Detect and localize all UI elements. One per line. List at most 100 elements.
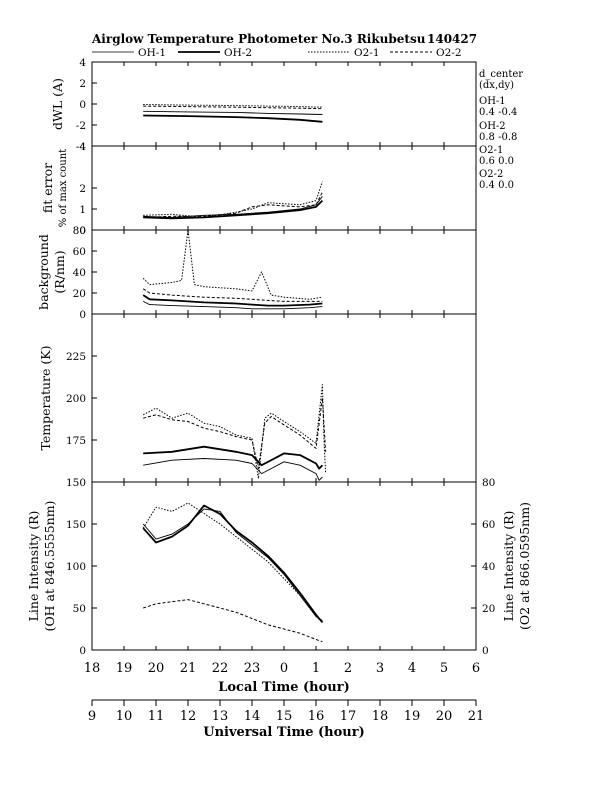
panel-temp-frame — [91, 313, 477, 483]
ylabel-int-sub: (OH at 846.5555nm) — [42, 501, 57, 632]
side-info-o21-name: O2-1 — [479, 145, 503, 156]
series-line-dwl-oh2 — [143, 114, 323, 123]
series-line-dwl-o22 — [143, 105, 323, 110]
xtick-label-local: 2 — [344, 661, 352, 676]
xtick-label-local: 0 — [280, 661, 288, 676]
legend-label-oh1: OH-1 — [138, 47, 166, 59]
ylabel-fit: fit error — [40, 163, 55, 213]
series-line-bg-o22 — [142, 288, 323, 302]
series-layer — [142, 104, 327, 643]
ytick-right-label-int: 40 — [482, 561, 495, 573]
ylabel-int-right-sub: (O2 at 866.0595nm) — [517, 502, 532, 630]
ytick-right-label-int: 60 — [482, 519, 495, 531]
ytick-right-label-int: 20 — [482, 603, 495, 615]
series-line-temp-oh1 — [143, 458, 323, 481]
ytick-label-dwl: 0 — [79, 99, 86, 111]
panel-int-frame — [91, 481, 477, 651]
series-line-dwl-o21 — [143, 104, 323, 108]
xtick-label-local: 22 — [212, 661, 229, 676]
ytick-label-temp: 225 — [66, 351, 86, 363]
xtick-label-ut: 13 — [212, 709, 229, 724]
legend: OH-1 OH-2 O2-1 O2-2 — [92, 47, 462, 59]
side-info-o22-name: O2-2 — [479, 169, 503, 180]
xtick-label-ut: 14 — [244, 709, 261, 724]
xtick-label-local: 19 — [116, 661, 133, 676]
ytick-label-temp: 150 — [66, 477, 86, 489]
ytick-label-dwl: -4 — [76, 141, 87, 153]
xtick-label-local: 18 — [84, 661, 101, 676]
xtick-label-ut: 11 — [148, 709, 165, 724]
ytick-label-bg: 60 — [73, 246, 86, 258]
side-info-oh2-name: OH-2 — [479, 121, 506, 132]
series-line-temp-oh2 — [143, 445, 324, 470]
ytick-label-bg: 40 — [73, 267, 86, 279]
ytick-label-dwl: 2 — [79, 78, 86, 90]
ylabel-int-right: Line Intensity (R) — [501, 511, 516, 622]
xtick-label-ut: 18 — [372, 709, 389, 724]
xtick-label-local: 5 — [440, 661, 448, 676]
ylabel-bg: background — [36, 234, 51, 310]
ylabel-temp: Temperature (K) — [38, 346, 53, 451]
ylabel-dwl: dWL (A) — [50, 78, 65, 130]
xtick-label-local: 20 — [148, 661, 165, 676]
xtick-label-ut: 21 — [468, 709, 485, 724]
series-line-bg-o21 — [142, 229, 323, 300]
ytick-right-label-int: 80 — [482, 477, 495, 489]
series-line-int-o21 — [142, 502, 323, 624]
series-line-bg-oh1 — [142, 300, 323, 310]
side-info-oh1-value: 0.4 -0.4 — [479, 107, 517, 118]
side-info-o21-value: 0.6 0.0 — [479, 156, 514, 167]
chart-date: 140427 — [427, 32, 477, 46]
series-line-int-oh2 — [142, 504, 324, 623]
side-info-oh2-value: 0.8 -0.8 — [479, 132, 517, 143]
series-line-int-o22 — [143, 599, 323, 643]
series-line-fit-oh2 — [143, 199, 324, 220]
xtick-label-ut: 9 — [88, 709, 96, 724]
xtick-label-ut: 17 — [340, 709, 357, 724]
ytick-label-bg: 20 — [73, 288, 86, 300]
ytick-label-dwl: 4 — [79, 57, 86, 69]
ytick-label-dwl: -2 — [76, 120, 86, 132]
series-line-dwl-oh1 — [143, 110, 323, 115]
ytick-label-bg: 0 — [79, 309, 86, 321]
ylabel-bg-sub: (R/nm) — [52, 250, 67, 293]
xtick-label-ut: 19 — [404, 709, 421, 724]
xtick-label-ut: 12 — [180, 709, 197, 724]
series-line-fit-o22 — [143, 191, 323, 218]
xlabel-universal-time: Universal Time (hour) — [203, 725, 365, 740]
series-line-int-oh1 — [142, 508, 323, 621]
side-info: d_center (dx,dy) OH-1 0.4 -0.4 OH-2 0.8 … — [479, 69, 523, 191]
xtick-label-local: 6 — [472, 661, 480, 676]
xlabel-local-time: Local Time (hour) — [218, 680, 350, 695]
ytick-label-fit: 0 — [79, 225, 86, 237]
xtick-label-ut: 16 — [308, 709, 325, 724]
panel-dwl-frame — [91, 61, 477, 147]
xtick-label-ut: 20 — [436, 709, 453, 724]
chart-title: Airglow Temperature Photometer No.3 Riku… — [91, 32, 426, 46]
ytick-label-int: 0 — [79, 645, 86, 657]
xtick-label-local: 1 — [312, 661, 320, 676]
ytick-label-int: 50 — [73, 603, 86, 615]
ytick-right-label-int: 0 — [482, 645, 489, 657]
side-info-oh1-name: OH-1 — [479, 96, 506, 107]
ytick-label-temp: 175 — [66, 435, 86, 447]
ytick-label-fit: 4 — [79, 141, 86, 153]
legend-label-oh2: OH-2 — [224, 47, 252, 59]
ytick-label-fit: 1 — [79, 204, 86, 216]
xtick-label-local: 21 — [180, 661, 197, 676]
side-info-o22-value: 0.4 0.0 — [479, 180, 514, 191]
xtick-label-local: 23 — [244, 661, 261, 676]
ytick-label-int: 100 — [66, 561, 86, 573]
ticks-layer: 420-2-4421080604020022520017515015010050… — [66, 57, 495, 724]
xtick-label-ut: 10 — [116, 709, 133, 724]
ylabel-fit-sub: % of max count — [58, 149, 69, 227]
legend-label-o21: O2-1 — [354, 47, 380, 59]
side-info-subheader: (dx,dy) — [479, 80, 514, 91]
legend-label-o22: O2-2 — [436, 47, 462, 59]
ytick-label-int: 150 — [66, 519, 86, 531]
series-line-fit-o21 — [143, 181, 323, 218]
ytick-label-temp: 200 — [66, 393, 86, 405]
xtick-label-local: 4 — [408, 661, 416, 676]
ylabel-int: Line Intensity (R) — [26, 511, 41, 622]
